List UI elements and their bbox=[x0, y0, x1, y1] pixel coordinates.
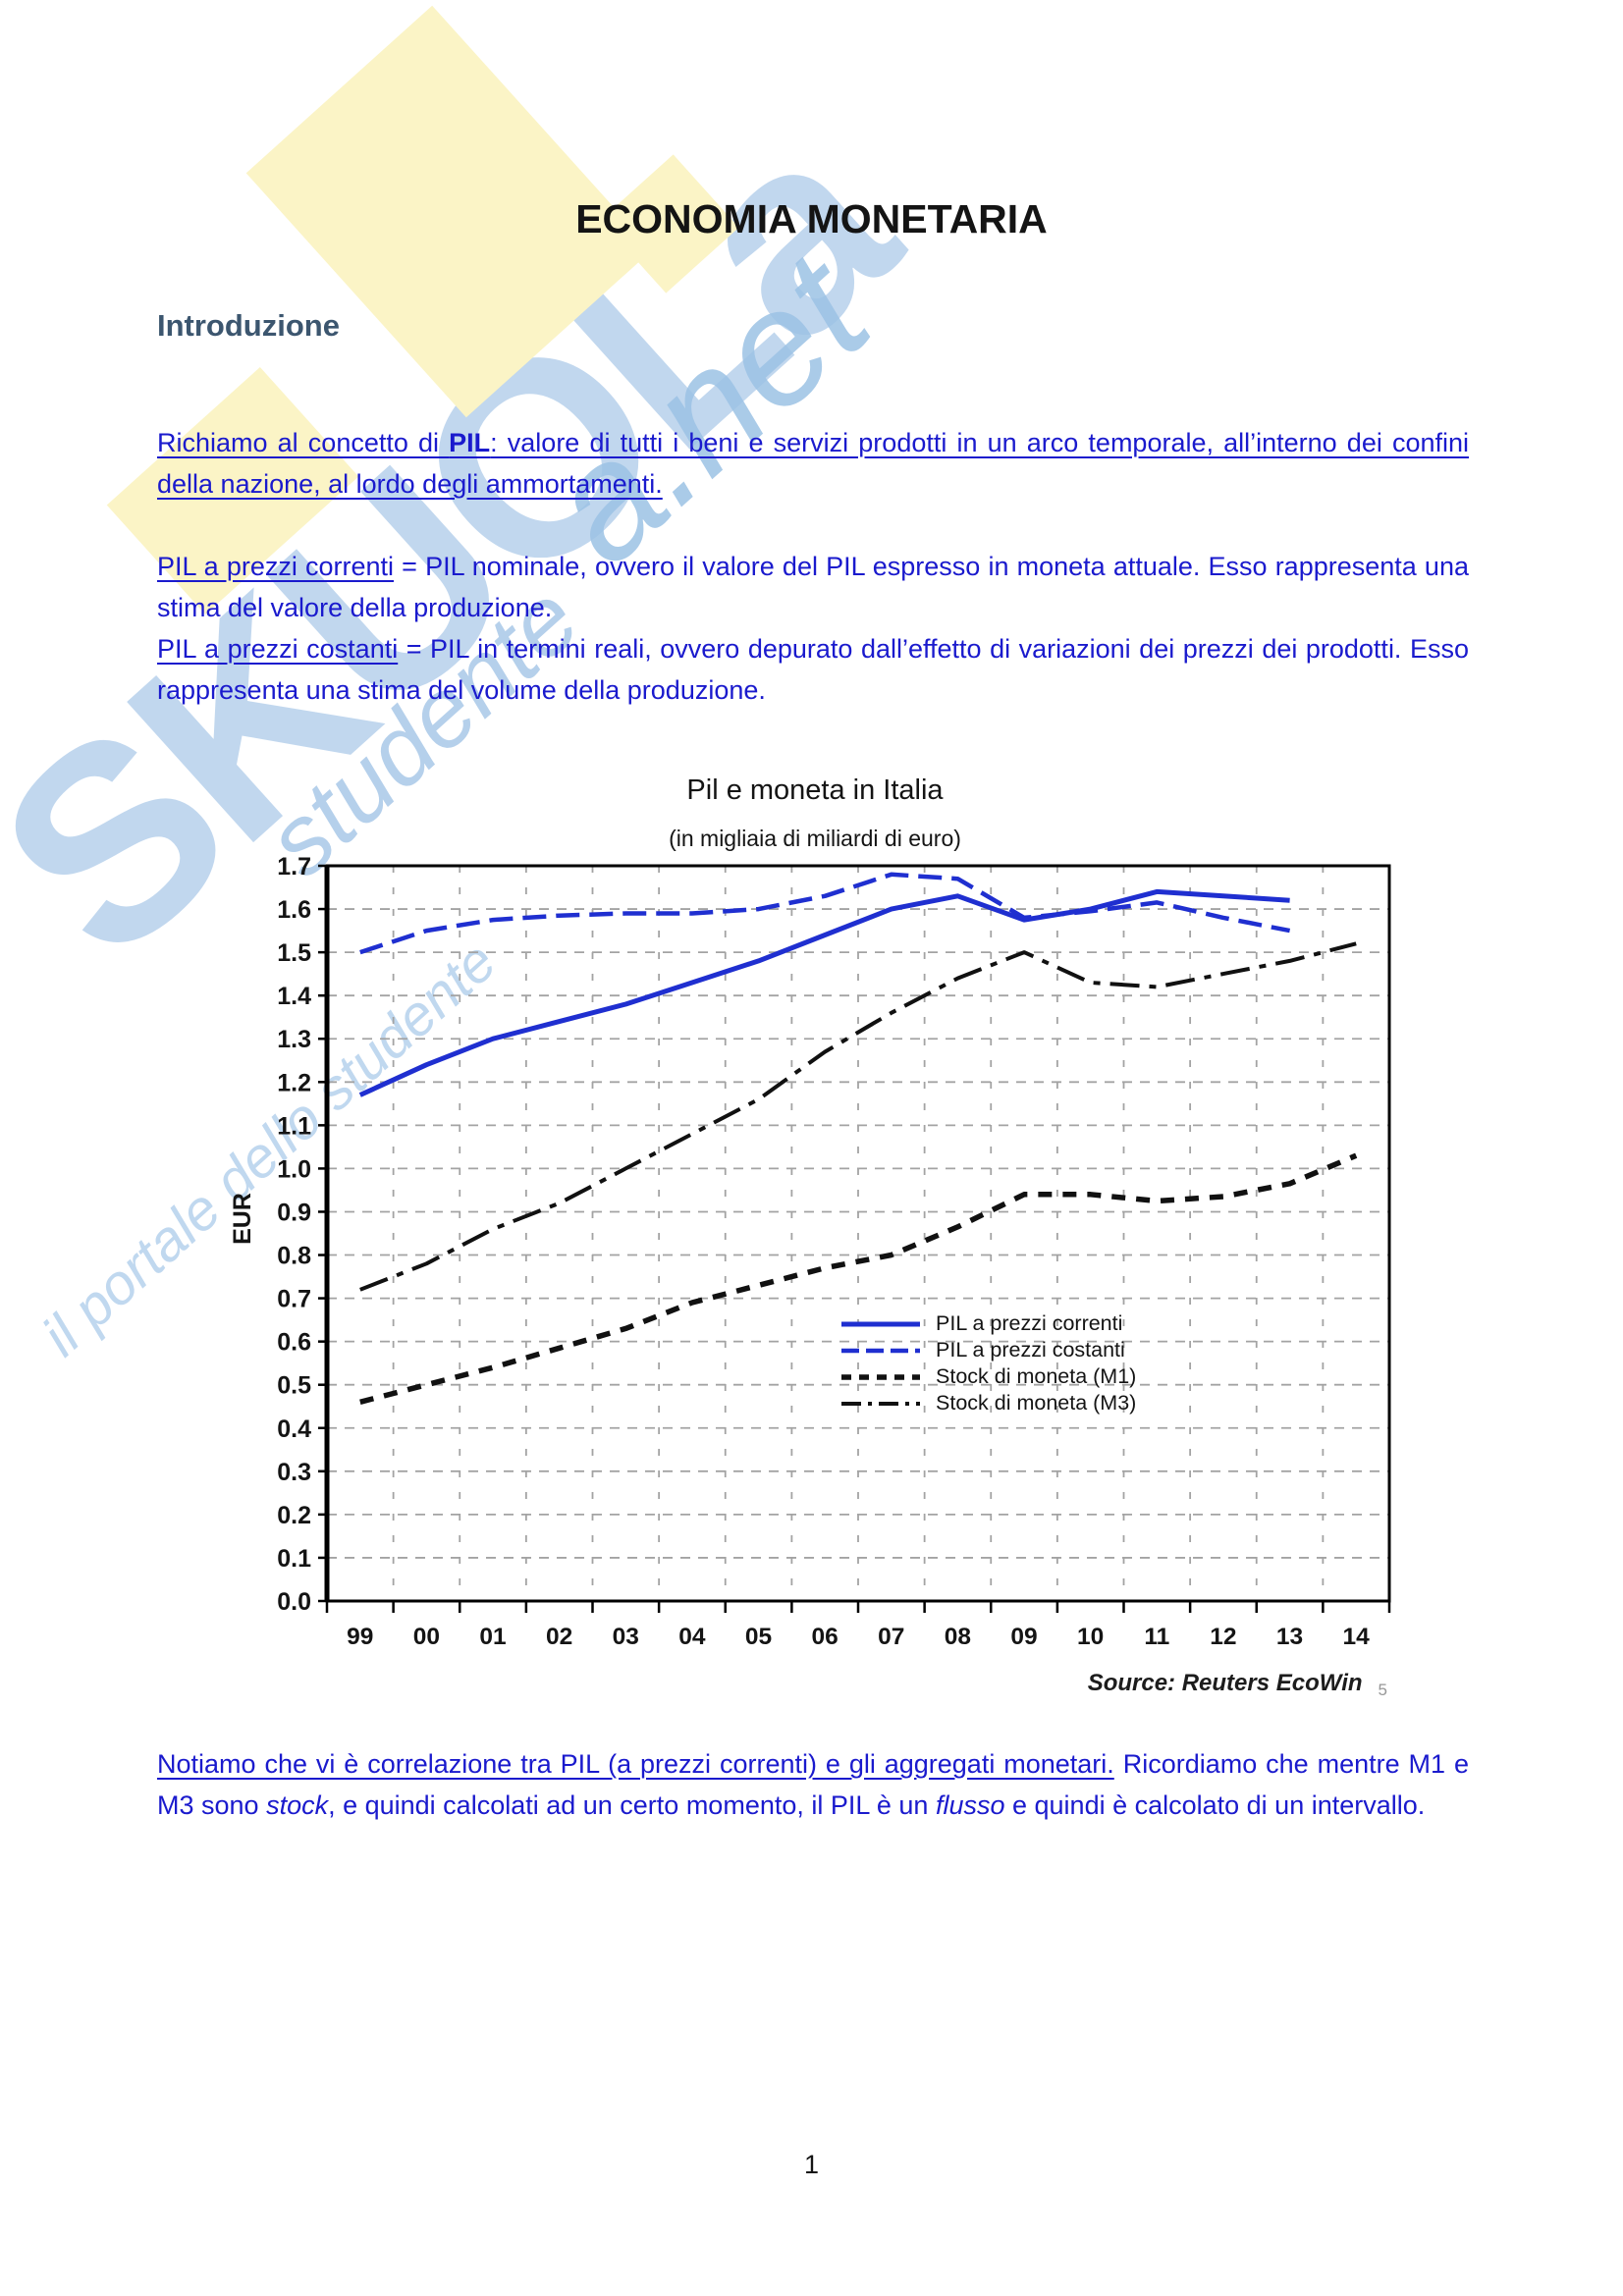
chart-source: Source: Reuters EcoWin 5 bbox=[1087, 1670, 1387, 1699]
chart-pil-moneta: Pil e moneta in Italia (in migliaia di m… bbox=[201, 751, 1429, 1718]
svg-text:0.1: 0.1 bbox=[277, 1545, 311, 1573]
series-1 bbox=[358, 888, 1290, 1097]
p2b-underlined: PIL a prezzi costanti bbox=[157, 634, 399, 664]
svg-text:1.5: 1.5 bbox=[277, 939, 311, 967]
p3-end: e quindi è calcolato di un intervallo. bbox=[1004, 1790, 1426, 1820]
svg-text:12: 12 bbox=[1210, 1624, 1236, 1650]
svg-text:1.0: 1.0 bbox=[277, 1155, 311, 1183]
series-3 bbox=[359, 1152, 1358, 1405]
legend-label: Stock di moneta (M1) bbox=[936, 1364, 1137, 1388]
section-heading: Introduzione bbox=[157, 308, 340, 343]
svg-text:01: 01 bbox=[479, 1624, 506, 1650]
svg-text:13: 13 bbox=[1276, 1624, 1303, 1650]
svg-text:1.6: 1.6 bbox=[277, 896, 311, 924]
p3-italic-flusso: flusso bbox=[935, 1790, 1005, 1820]
svg-text:1.7: 1.7 bbox=[277, 853, 311, 881]
legend-line-sample bbox=[841, 1373, 920, 1380]
legend-item: PIL a prezzi correnti bbox=[841, 1310, 1136, 1337]
watermark-script-net: a.net bbox=[512, 221, 901, 598]
svg-text:0.6: 0.6 bbox=[277, 1329, 311, 1357]
p2a-underlined: PIL a prezzi correnti bbox=[157, 552, 395, 581]
svg-text:0.4: 0.4 bbox=[277, 1415, 311, 1443]
paragraph-pil-definition: Richiamo al concetto di PIL: valore di t… bbox=[157, 422, 1469, 505]
legend-label: PIL a prezzi correnti bbox=[936, 1311, 1123, 1335]
legend-item: Stock di moneta (M1) bbox=[841, 1363, 1136, 1390]
svg-text:0.8: 0.8 bbox=[277, 1243, 311, 1270]
svg-text:00: 00 bbox=[413, 1624, 440, 1650]
legend-label: Stock di moneta (M3) bbox=[936, 1391, 1137, 1415]
paragraph-pil-costanti: PIL a prezzi costanti = PIL in termini r… bbox=[157, 628, 1469, 711]
p2b-rest: = PIL in termini reali, ovvero depurato … bbox=[157, 634, 1469, 705]
svg-text:0.9: 0.9 bbox=[277, 1199, 311, 1226]
paragraph-conclusion: Notiamo che vi è correlazione tra PIL (a… bbox=[157, 1743, 1469, 1826]
source-text: Source: Reuters EcoWin bbox=[1087, 1670, 1363, 1696]
series-4 bbox=[359, 941, 1357, 1292]
svg-text:1.2: 1.2 bbox=[277, 1069, 311, 1096]
chart-plot: 0.0 0.1 0.2 0.3 0.4 0.5 0.6 0.7 0.8 0.9 1.0 1.1 1.2 1… bbox=[277, 853, 1391, 1650]
svg-text:06: 06 bbox=[812, 1624, 839, 1650]
p3-underlined: Notiamo che vi è correlazione tra PIL (a… bbox=[157, 1749, 1114, 1779]
legend-item: Stock di moneta (M3) bbox=[841, 1390, 1136, 1416]
p3-mid2: , e quindi calcolati ad un certo momento… bbox=[328, 1790, 936, 1820]
svg-text:0.3: 0.3 bbox=[277, 1459, 311, 1486]
svg-text:05: 05 bbox=[745, 1624, 772, 1650]
source-page-ref: 5 bbox=[1378, 1681, 1387, 1699]
p3-mid1: Ricordiamo che mentre M1 e M3 sono bbox=[157, 1749, 1469, 1820]
svg-text:03: 03 bbox=[613, 1624, 639, 1650]
legend-item: PIL a prezzi costanti bbox=[841, 1337, 1136, 1363]
page-number: 1 bbox=[803, 2150, 820, 2179]
svg-text:1.1: 1.1 bbox=[277, 1112, 311, 1140]
p1-pre: Richiamo al concetto di bbox=[157, 428, 450, 457]
legend-label: PIL a prezzi costanti bbox=[936, 1338, 1125, 1362]
svg-text:08: 08 bbox=[945, 1624, 971, 1650]
svg-text:0.7: 0.7 bbox=[277, 1286, 311, 1313]
legend-line-sample bbox=[841, 1321, 920, 1326]
paragraph-pil-correnti: PIL a prezzi correnti = PIL nominale, ov… bbox=[157, 546, 1469, 628]
legend-line-sample bbox=[841, 1401, 920, 1406]
svg-text:99: 99 bbox=[347, 1624, 373, 1650]
svg-text:1.3: 1.3 bbox=[277, 1026, 311, 1053]
p1-bold-pil: PIL bbox=[449, 428, 491, 457]
svg-text:02: 02 bbox=[546, 1624, 572, 1650]
legend-line-sample bbox=[841, 1348, 920, 1353]
svg-text:0.0: 0.0 bbox=[277, 1588, 311, 1616]
svg-text:07: 07 bbox=[878, 1624, 904, 1650]
chart-title: Pil e moneta in Italia bbox=[686, 774, 944, 806]
chart-legend: PIL a prezzi correnti PIL a prezzi costan… bbox=[841, 1310, 1136, 1416]
p3-italic-stock: stock bbox=[266, 1790, 329, 1820]
svg-text:09: 09 bbox=[1010, 1624, 1037, 1650]
svg-text:0.2: 0.2 bbox=[277, 1502, 311, 1529]
svg-text:11: 11 bbox=[1144, 1624, 1169, 1650]
series-2 bbox=[359, 872, 1291, 955]
svg-text:04: 04 bbox=[678, 1624, 706, 1650]
svg-text:14: 14 bbox=[1343, 1624, 1371, 1650]
chart-subtitle: (in migliaia di miliardi di euro) bbox=[669, 826, 961, 851]
page-title: ECONOMIA MONETARIA bbox=[575, 196, 1048, 241]
svg-text:0.5: 0.5 bbox=[277, 1372, 311, 1400]
svg-text:10: 10 bbox=[1077, 1624, 1104, 1650]
svg-text:1.4: 1.4 bbox=[277, 983, 311, 1010]
